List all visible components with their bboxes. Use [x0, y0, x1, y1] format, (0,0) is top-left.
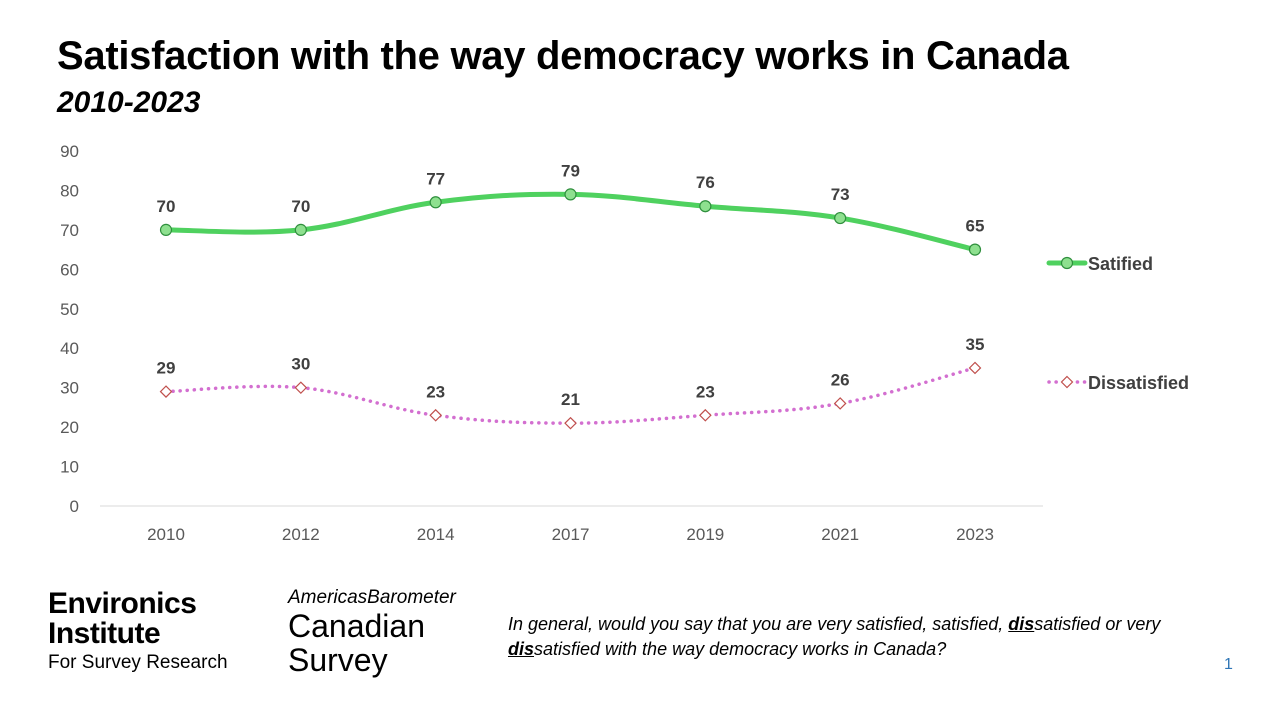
y-tick-label-20: 20	[60, 418, 79, 437]
dissatisfied-point-2012	[294, 381, 308, 395]
dissatisfied-data-label-2017: 21	[561, 390, 580, 409]
dissatisfied-point-2023	[968, 361, 982, 375]
environics-logo-line3: For Survey Research	[48, 652, 228, 673]
legend-dissatisfied-label: Dissatisfied	[1088, 373, 1189, 393]
dissatisfied-point-2019	[698, 408, 712, 422]
environics-logo-line1: Environics	[48, 587, 197, 620]
satified-data-label-2017: 79	[561, 161, 580, 180]
satified-data-label-2023: 65	[966, 217, 985, 236]
environics-logo-line2: Institute	[48, 617, 161, 650]
survey-question-part1: In general, would you say that you are v…	[508, 614, 1009, 634]
satified-point-2017	[564, 188, 577, 201]
survey-question-part2: satisfied or very	[1034, 614, 1161, 634]
y-tick-label-10: 10	[60, 458, 79, 477]
satified-point-2014	[429, 196, 442, 209]
dissatisfied-data-label-2012: 30	[291, 355, 310, 374]
dissatisfied-data-label-2023: 35	[966, 335, 985, 354]
dissatisfied-data-label-2014: 23	[426, 382, 445, 401]
x-tick-label-2023: 2023	[956, 525, 994, 544]
satified-data-label-2010: 70	[157, 197, 176, 216]
survey-question: In general, would you say that you are v…	[508, 612, 1208, 662]
dissatisfied-point-2021	[833, 397, 847, 410]
y-tick-label-70: 70	[60, 221, 79, 240]
americas-barometer-logo-top: AmericasBarometer	[288, 587, 456, 608]
satified-data-label-2021: 73	[831, 185, 850, 204]
y-tick-label-60: 60	[60, 260, 79, 279]
dissatisfied-data-label-2010: 29	[157, 359, 176, 378]
y-tick-label-90: 90	[60, 142, 79, 161]
americas-barometer-logo-line1: Canadian	[288, 608, 425, 644]
y-tick-label-40: 40	[60, 339, 79, 358]
x-tick-label-2012: 2012	[282, 525, 320, 544]
satified-data-label-2019: 76	[696, 173, 715, 192]
chart-subtitle: 2010-2023	[57, 86, 201, 119]
environics-logo: Environics Institute For Survey Research	[48, 589, 228, 675]
x-tick-label-2021: 2021	[821, 525, 859, 544]
survey-question-emphasis2: dis	[508, 639, 535, 659]
satified-data-label-2012: 70	[291, 197, 310, 216]
satified-point-2021	[834, 211, 847, 225]
chart-title: Satisfaction with the way democracy work…	[57, 34, 1069, 78]
dissatisfied-point-2014	[429, 408, 443, 422]
survey-question-emphasis1: dis	[1008, 614, 1035, 634]
americas-barometer-logo-line2: Survey	[288, 642, 388, 678]
satified-point-2012	[294, 223, 307, 236]
legend-satified-marker	[1060, 256, 1074, 270]
y-tick-label-80: 80	[60, 181, 79, 200]
dissatisfied-data-label-2021: 26	[831, 370, 850, 389]
y-tick-label-50: 50	[60, 300, 79, 319]
dissatisfied-data-label-2019: 23	[696, 382, 715, 401]
legend-satified-label: Satified	[1088, 254, 1153, 274]
x-tick-label-2010: 2010	[147, 525, 185, 544]
legend-dissatisfied-marker	[1060, 375, 1074, 389]
americas-barometer-logo: AmericasBarometer Canadian Survey	[288, 587, 456, 677]
satified-data-label-2014: 77	[426, 169, 445, 188]
satified-series-line	[163, 191, 978, 253]
y-tick-label-0: 0	[70, 497, 79, 516]
y-tick-label-30: 30	[60, 379, 79, 398]
x-tick-label-2019: 2019	[686, 525, 724, 544]
satified-point-2010	[159, 223, 173, 236]
survey-question-part3: satisfied with the way democracy works i…	[534, 639, 947, 659]
dissatisfied-point-2010	[159, 385, 173, 398]
satified-point-2019	[699, 200, 712, 213]
x-tick-label-2017: 2017	[552, 525, 590, 544]
dissatisfied-point-2017	[564, 416, 577, 430]
x-tick-label-2014: 2014	[417, 525, 455, 544]
satified-point-2023	[968, 243, 982, 256]
page-number: 1	[1224, 656, 1233, 673]
